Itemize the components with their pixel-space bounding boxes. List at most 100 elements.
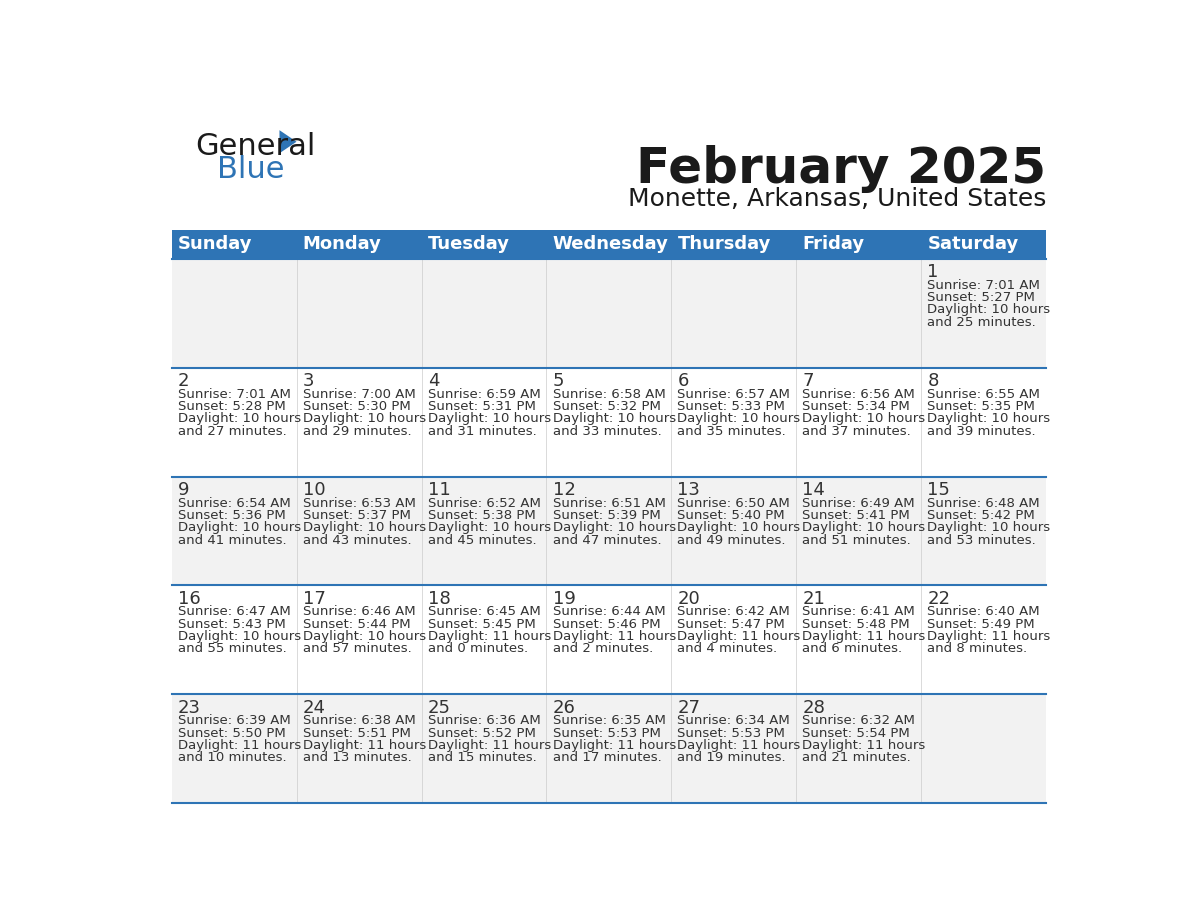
Text: Daylight: 11 hours: Daylight: 11 hours bbox=[552, 739, 676, 752]
Text: 2: 2 bbox=[178, 373, 189, 390]
Text: and 27 minutes.: and 27 minutes. bbox=[178, 425, 286, 438]
Text: Daylight: 10 hours: Daylight: 10 hours bbox=[428, 412, 551, 425]
Text: and 13 minutes.: and 13 minutes. bbox=[303, 751, 411, 765]
Text: 1: 1 bbox=[928, 263, 939, 282]
Text: Sunset: 5:41 PM: Sunset: 5:41 PM bbox=[802, 509, 910, 521]
Text: Sunrise: 6:55 AM: Sunrise: 6:55 AM bbox=[928, 387, 1041, 400]
Text: Daylight: 11 hours: Daylight: 11 hours bbox=[802, 739, 925, 752]
Text: and 19 minutes.: and 19 minutes. bbox=[677, 751, 786, 765]
Text: Sunrise: 6:39 AM: Sunrise: 6:39 AM bbox=[178, 714, 291, 727]
Text: Sunrise: 6:40 AM: Sunrise: 6:40 AM bbox=[928, 606, 1040, 619]
Text: and 10 minutes.: and 10 minutes. bbox=[178, 751, 286, 765]
Text: 14: 14 bbox=[802, 481, 826, 499]
Text: Tuesday: Tuesday bbox=[428, 235, 510, 253]
Text: 15: 15 bbox=[928, 481, 950, 499]
Text: and 57 minutes.: and 57 minutes. bbox=[303, 643, 411, 655]
Text: Sunset: 5:49 PM: Sunset: 5:49 PM bbox=[928, 618, 1035, 631]
Text: Sunrise: 7:01 AM: Sunrise: 7:01 AM bbox=[928, 279, 1041, 292]
Text: Sunrise: 6:49 AM: Sunrise: 6:49 AM bbox=[802, 497, 915, 509]
Text: and 35 minutes.: and 35 minutes. bbox=[677, 425, 786, 438]
Text: Daylight: 10 hours: Daylight: 10 hours bbox=[303, 521, 426, 534]
Text: Daylight: 10 hours: Daylight: 10 hours bbox=[802, 412, 925, 425]
Text: and 8 minutes.: and 8 minutes. bbox=[928, 643, 1028, 655]
Text: Sunset: 5:47 PM: Sunset: 5:47 PM bbox=[677, 618, 785, 631]
Text: Daylight: 10 hours: Daylight: 10 hours bbox=[552, 412, 676, 425]
Text: Sunrise: 6:48 AM: Sunrise: 6:48 AM bbox=[928, 497, 1040, 509]
Text: 9: 9 bbox=[178, 481, 189, 499]
Text: 25: 25 bbox=[428, 699, 450, 717]
Text: Sunset: 5:43 PM: Sunset: 5:43 PM bbox=[178, 618, 285, 631]
Text: and 51 minutes.: and 51 minutes. bbox=[802, 533, 911, 546]
Text: Sunset: 5:44 PM: Sunset: 5:44 PM bbox=[303, 618, 411, 631]
Text: 28: 28 bbox=[802, 699, 826, 717]
Text: Daylight: 10 hours: Daylight: 10 hours bbox=[928, 304, 1050, 317]
Text: Sunrise: 6:46 AM: Sunrise: 6:46 AM bbox=[303, 606, 416, 619]
Text: Daylight: 10 hours: Daylight: 10 hours bbox=[677, 521, 801, 534]
Text: Sunset: 5:39 PM: Sunset: 5:39 PM bbox=[552, 509, 661, 521]
Text: 24: 24 bbox=[303, 699, 326, 717]
Text: Sunrise: 6:42 AM: Sunrise: 6:42 AM bbox=[677, 606, 790, 619]
Text: and 41 minutes.: and 41 minutes. bbox=[178, 533, 286, 546]
Text: Sunset: 5:50 PM: Sunset: 5:50 PM bbox=[178, 727, 285, 740]
Text: 5: 5 bbox=[552, 373, 564, 390]
Text: Blue: Blue bbox=[216, 155, 284, 184]
Bar bbox=[172, 476, 1045, 586]
Text: Sunset: 5:33 PM: Sunset: 5:33 PM bbox=[677, 400, 785, 413]
Text: 22: 22 bbox=[928, 590, 950, 608]
Text: Daylight: 10 hours: Daylight: 10 hours bbox=[303, 412, 426, 425]
Text: Daylight: 10 hours: Daylight: 10 hours bbox=[428, 521, 551, 534]
Text: Sunset: 5:37 PM: Sunset: 5:37 PM bbox=[303, 509, 411, 521]
Text: and 0 minutes.: and 0 minutes. bbox=[428, 643, 527, 655]
Text: and 21 minutes.: and 21 minutes. bbox=[802, 751, 911, 765]
Text: Sunset: 5:35 PM: Sunset: 5:35 PM bbox=[928, 400, 1035, 413]
Text: General: General bbox=[195, 131, 315, 161]
Text: Sunrise: 6:36 AM: Sunrise: 6:36 AM bbox=[428, 714, 541, 727]
Text: Sunrise: 6:51 AM: Sunrise: 6:51 AM bbox=[552, 497, 665, 509]
Bar bbox=[172, 694, 1045, 803]
Text: Daylight: 10 hours: Daylight: 10 hours bbox=[178, 630, 301, 644]
Text: Sunset: 5:27 PM: Sunset: 5:27 PM bbox=[928, 291, 1035, 304]
Text: and 39 minutes.: and 39 minutes. bbox=[928, 425, 1036, 438]
Text: and 37 minutes.: and 37 minutes. bbox=[802, 425, 911, 438]
Text: Sunrise: 6:58 AM: Sunrise: 6:58 AM bbox=[552, 387, 665, 400]
Text: Sunset: 5:54 PM: Sunset: 5:54 PM bbox=[802, 727, 910, 740]
Text: Sunset: 5:34 PM: Sunset: 5:34 PM bbox=[802, 400, 910, 413]
Text: Daylight: 10 hours: Daylight: 10 hours bbox=[928, 412, 1050, 425]
Text: Sunset: 5:28 PM: Sunset: 5:28 PM bbox=[178, 400, 285, 413]
Text: Daylight: 11 hours: Daylight: 11 hours bbox=[928, 630, 1050, 644]
Text: Sunrise: 6:34 AM: Sunrise: 6:34 AM bbox=[677, 714, 790, 727]
Text: and 4 minutes.: and 4 minutes. bbox=[677, 643, 778, 655]
Text: 6: 6 bbox=[677, 373, 689, 390]
Text: Monette, Arkansas, United States: Monette, Arkansas, United States bbox=[627, 187, 1045, 211]
Text: Sunset: 5:30 PM: Sunset: 5:30 PM bbox=[303, 400, 411, 413]
Text: Daylight: 11 hours: Daylight: 11 hours bbox=[802, 630, 925, 644]
Text: Sunrise: 6:54 AM: Sunrise: 6:54 AM bbox=[178, 497, 291, 509]
Text: Sunset: 5:32 PM: Sunset: 5:32 PM bbox=[552, 400, 661, 413]
Text: 11: 11 bbox=[428, 481, 450, 499]
Text: Sunrise: 6:32 AM: Sunrise: 6:32 AM bbox=[802, 714, 915, 727]
Text: Sunrise: 6:45 AM: Sunrise: 6:45 AM bbox=[428, 606, 541, 619]
Bar bbox=[172, 367, 1045, 476]
Text: Sunrise: 6:52 AM: Sunrise: 6:52 AM bbox=[428, 497, 541, 509]
Text: Sunset: 5:45 PM: Sunset: 5:45 PM bbox=[428, 618, 536, 631]
Text: Sunrise: 6:56 AM: Sunrise: 6:56 AM bbox=[802, 387, 915, 400]
Text: Sunset: 5:40 PM: Sunset: 5:40 PM bbox=[677, 509, 785, 521]
Text: Sunset: 5:42 PM: Sunset: 5:42 PM bbox=[928, 509, 1035, 521]
Text: 23: 23 bbox=[178, 699, 201, 717]
Text: Sunrise: 6:50 AM: Sunrise: 6:50 AM bbox=[677, 497, 790, 509]
Text: 26: 26 bbox=[552, 699, 575, 717]
Text: Sunset: 5:53 PM: Sunset: 5:53 PM bbox=[552, 727, 661, 740]
Bar bbox=[172, 230, 1045, 259]
Text: Daylight: 10 hours: Daylight: 10 hours bbox=[178, 412, 301, 425]
Text: Sunset: 5:38 PM: Sunset: 5:38 PM bbox=[428, 509, 536, 521]
Text: 10: 10 bbox=[303, 481, 326, 499]
Text: Sunrise: 6:57 AM: Sunrise: 6:57 AM bbox=[677, 387, 790, 400]
Text: Daylight: 11 hours: Daylight: 11 hours bbox=[178, 739, 302, 752]
Text: 21: 21 bbox=[802, 590, 826, 608]
Text: Sunrise: 6:53 AM: Sunrise: 6:53 AM bbox=[303, 497, 416, 509]
Text: Wednesday: Wednesday bbox=[552, 235, 669, 253]
Text: 19: 19 bbox=[552, 590, 575, 608]
Text: Friday: Friday bbox=[802, 235, 865, 253]
Text: Sunset: 5:51 PM: Sunset: 5:51 PM bbox=[303, 727, 411, 740]
Text: Daylight: 10 hours: Daylight: 10 hours bbox=[677, 412, 801, 425]
